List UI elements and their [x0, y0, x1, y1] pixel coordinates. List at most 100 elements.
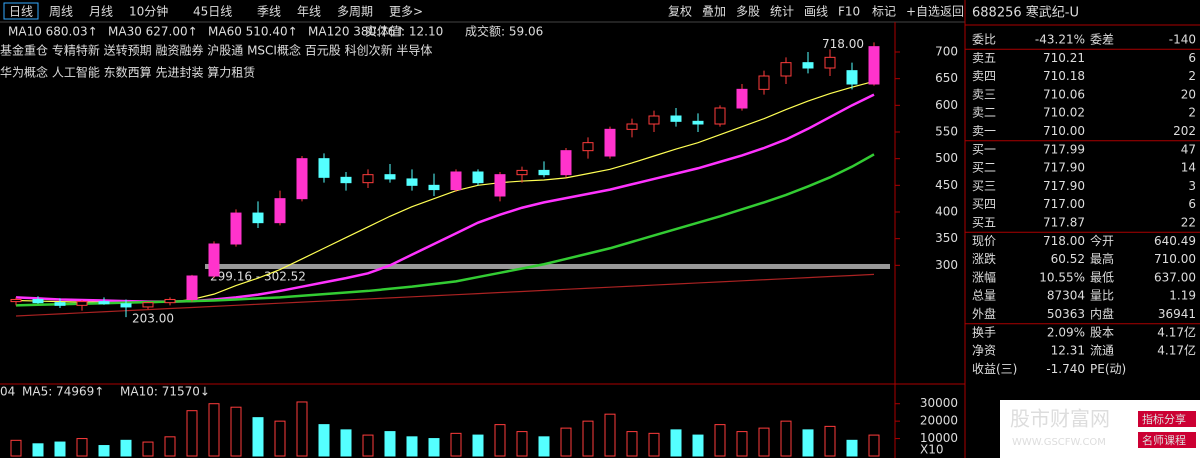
volume-bar	[780, 420, 792, 457]
volume-bar	[604, 413, 616, 457]
candle-body	[120, 303, 132, 308]
quote-value: 36941	[1158, 307, 1196, 321]
quote-label: 外盘	[972, 306, 996, 321]
tool-button[interactable]: 画线	[804, 5, 828, 19]
volume-bar	[274, 420, 286, 457]
selected-period	[3, 2, 39, 20]
candle-body	[516, 169, 528, 176]
volume-scale: X10	[920, 443, 944, 457]
period-button[interactable]: 季线	[257, 5, 281, 19]
quote-value: 87304	[1047, 289, 1085, 303]
candle-body	[186, 275, 198, 300]
quote-value: 50363	[1047, 307, 1085, 321]
volume-bar	[362, 434, 374, 457]
volume-bar	[626, 431, 638, 457]
period-button[interactable]: 月线	[89, 5, 113, 19]
y-tick-label: 600	[935, 98, 958, 112]
tool-button[interactable]: +自选	[906, 5, 940, 19]
quote-label: 总量	[972, 289, 996, 303]
candle-body	[406, 178, 418, 186]
volume-bar	[208, 403, 220, 457]
period-button[interactable]: 日线	[9, 5, 33, 19]
candle-body	[252, 212, 264, 224]
candle-body	[274, 198, 286, 224]
period-button[interactable]: 更多>	[389, 5, 423, 19]
volume-bar	[824, 425, 836, 457]
volume-bar	[846, 439, 858, 457]
period-button[interactable]: 年线	[297, 5, 321, 19]
quote-label: 净资	[972, 344, 996, 358]
candle-body	[780, 62, 792, 77]
y-tick-label: 500	[935, 151, 958, 165]
volume-legend: MA5: 74969↑	[22, 385, 104, 399]
quote-value: 710.06	[1043, 87, 1085, 101]
watermark-tag	[1138, 432, 1196, 448]
volume-bar	[54, 441, 66, 457]
concept-tags: 华为概念 人工智能 东数西算 先进封装 算力租赁	[0, 65, 255, 80]
watermark: 指标分享	[1142, 412, 1186, 426]
quote-value: 710.18	[1043, 69, 1085, 83]
quote-label: 股本	[1090, 325, 1114, 339]
quote-label: 量比	[1090, 289, 1114, 303]
volume-bar	[472, 434, 484, 457]
candle-body	[626, 123, 638, 130]
quote-label: 卖五	[972, 51, 996, 65]
quote-label: 买二	[972, 161, 996, 175]
quote-label: 涨跌	[972, 251, 996, 266]
order-volume: 20	[1181, 87, 1196, 101]
quote-value: 717.99	[1043, 142, 1085, 156]
candle-body	[714, 107, 726, 125]
order-volume: 2	[1188, 106, 1196, 120]
quote-value: -1.740	[1046, 362, 1085, 376]
volume-bar	[98, 445, 110, 457]
volume-bar	[406, 436, 418, 457]
quote-value: 640.49	[1154, 234, 1196, 248]
candle-body	[758, 75, 770, 90]
quote-label: 最低	[1090, 270, 1114, 284]
tool-button[interactable]: 叠加	[702, 5, 726, 19]
period-button[interactable]: 多周期	[337, 5, 373, 19]
tool-button[interactable]: 多股	[736, 5, 760, 19]
range-band	[205, 263, 890, 269]
candle-body	[450, 171, 462, 191]
quote-label: 今开	[1090, 233, 1114, 248]
ma-legend: MA30 627.00↑	[108, 25, 198, 39]
candle-body	[802, 62, 814, 69]
low-label: 203.00	[132, 312, 174, 326]
quote-label: 买四	[972, 197, 996, 211]
quote-label: 委差	[1090, 33, 1114, 47]
volume-bar	[32, 443, 44, 457]
candle-body	[670, 115, 682, 122]
tool-button[interactable]: 返回	[940, 5, 964, 19]
quote-value: 710.00	[1154, 252, 1196, 266]
candle-body	[142, 302, 154, 308]
tool-button[interactable]: F10	[838, 5, 860, 19]
order-volume: 3	[1188, 179, 1196, 193]
y-tick-label: 550	[935, 125, 958, 139]
quote-label: 涨幅	[972, 269, 996, 284]
volume-bar	[670, 429, 682, 457]
order-volume: 47	[1181, 142, 1196, 156]
quote-value: 637.00	[1154, 270, 1196, 284]
order-volume: 14	[1181, 161, 1196, 175]
candle-body	[648, 115, 660, 125]
volume-bar	[296, 401, 308, 457]
candle-body	[164, 298, 176, 304]
quote-value: 12.31	[1051, 344, 1085, 358]
quote-value: 718.00	[1043, 234, 1085, 248]
tool-button[interactable]: 标记	[872, 5, 896, 19]
period-button[interactable]: 45日线	[193, 5, 232, 19]
candle-body	[76, 301, 88, 306]
ma-line	[15, 273, 875, 317]
period-button[interactable]: 周线	[49, 5, 73, 19]
period-button[interactable]: 10分钟	[129, 4, 168, 19]
volume-bar	[76, 438, 88, 457]
tool-button[interactable]: 统计	[770, 5, 794, 19]
candle-body	[318, 158, 330, 178]
tool-button[interactable]: 复权	[668, 5, 692, 19]
candle-body	[230, 212, 242, 245]
volume-bar	[648, 432, 660, 457]
order-volume: 22	[1181, 216, 1196, 230]
quote-label: 收益(三)	[972, 362, 1017, 376]
y-tick-label: 700	[935, 45, 958, 59]
